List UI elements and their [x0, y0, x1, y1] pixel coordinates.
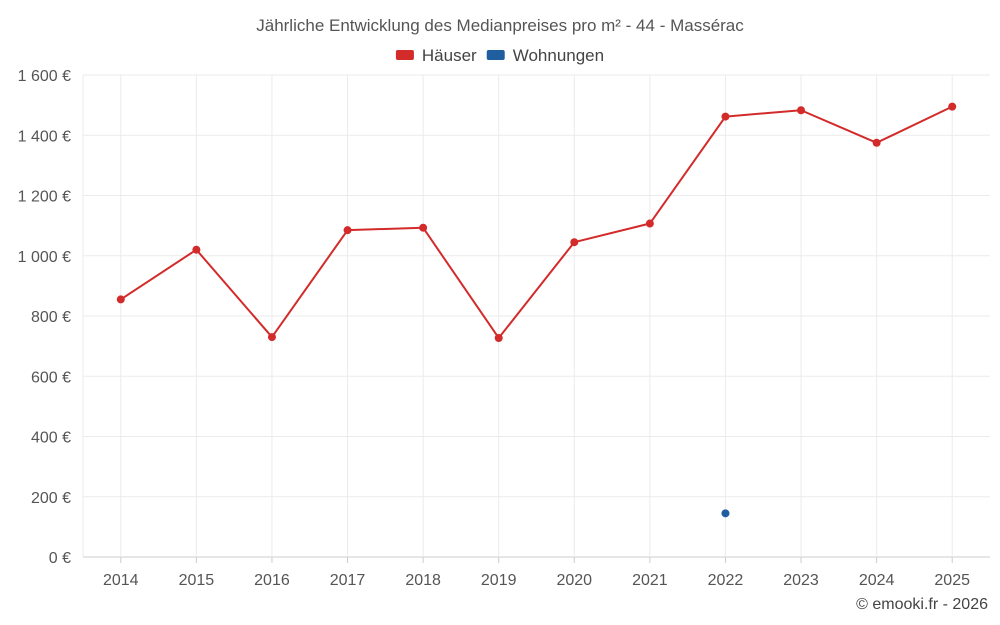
- data-point[interactable]: [721, 112, 730, 121]
- y-tick-label: 600 €: [31, 369, 71, 386]
- data-point[interactable]: [192, 245, 201, 254]
- x-tick-label: 2024: [859, 572, 895, 589]
- y-tick-label: 0 €: [49, 550, 71, 567]
- x-tick-label: 2021: [632, 572, 668, 589]
- series-layer: [116, 102, 957, 518]
- legend: Häuser Wohnungen: [395, 46, 604, 65]
- y-tick-label: 800 €: [31, 309, 71, 326]
- legend-swatch: [486, 50, 505, 60]
- data-point[interactable]: [948, 102, 957, 111]
- legend-item[interactable]: Häuser: [395, 46, 477, 65]
- series-1: [721, 509, 730, 518]
- data-point[interactable]: [872, 138, 881, 147]
- y-tick-label: 1 600 €: [18, 68, 71, 85]
- data-point[interactable]: [797, 106, 806, 115]
- y-tick-label: 1 000 €: [18, 249, 71, 266]
- y-tick-label: 1 400 €: [18, 128, 71, 145]
- x-tick-label: 2020: [556, 572, 592, 589]
- x-tick-label: 2023: [783, 572, 819, 589]
- y-axis: 0 € 200 € 400 € 600 € 800 € 1 000 € 1 200 € 1 4…: [18, 68, 71, 567]
- x-tick-label: 2025: [934, 572, 970, 589]
- data-point[interactable]: [116, 295, 125, 304]
- y-tick-label: 1 200 €: [18, 189, 71, 206]
- data-point[interactable]: [494, 333, 503, 342]
- x-tick-label: 2017: [330, 572, 366, 589]
- chart-title: Jährliche Entwicklung des Medianpreises …: [256, 16, 744, 35]
- data-point[interactable]: [721, 509, 730, 518]
- x-tick-label: 2022: [708, 572, 744, 589]
- series-line: [120, 105, 953, 339]
- y-tick-label: 400 €: [31, 430, 71, 447]
- data-point[interactable]: [343, 226, 352, 235]
- data-point[interactable]: [267, 333, 276, 342]
- x-tick-label: 2015: [179, 572, 215, 589]
- legend-swatch: [395, 50, 414, 60]
- x-tick-label: 2018: [405, 572, 441, 589]
- data-point[interactable]: [645, 219, 654, 228]
- legend-item[interactable]: Wohnungen: [486, 46, 604, 65]
- credit-text: © emooki.fr - 2026: [856, 596, 988, 613]
- x-tick-label: 2016: [254, 572, 290, 589]
- grid: [82, 74, 990, 558]
- x-axis: 2014 2015 2016 2017 2018 2019 2020 2021 2022 2023…: [103, 557, 970, 589]
- legend-label: Wohnungen: [513, 46, 604, 65]
- data-point[interactable]: [570, 238, 579, 247]
- x-tick-label: 2014: [103, 572, 139, 589]
- legend-label: Häuser: [422, 46, 477, 65]
- x-tick-label: 2019: [481, 572, 517, 589]
- series-0: [116, 102, 957, 342]
- data-point[interactable]: [419, 223, 428, 232]
- y-tick-label: 200 €: [31, 490, 71, 507]
